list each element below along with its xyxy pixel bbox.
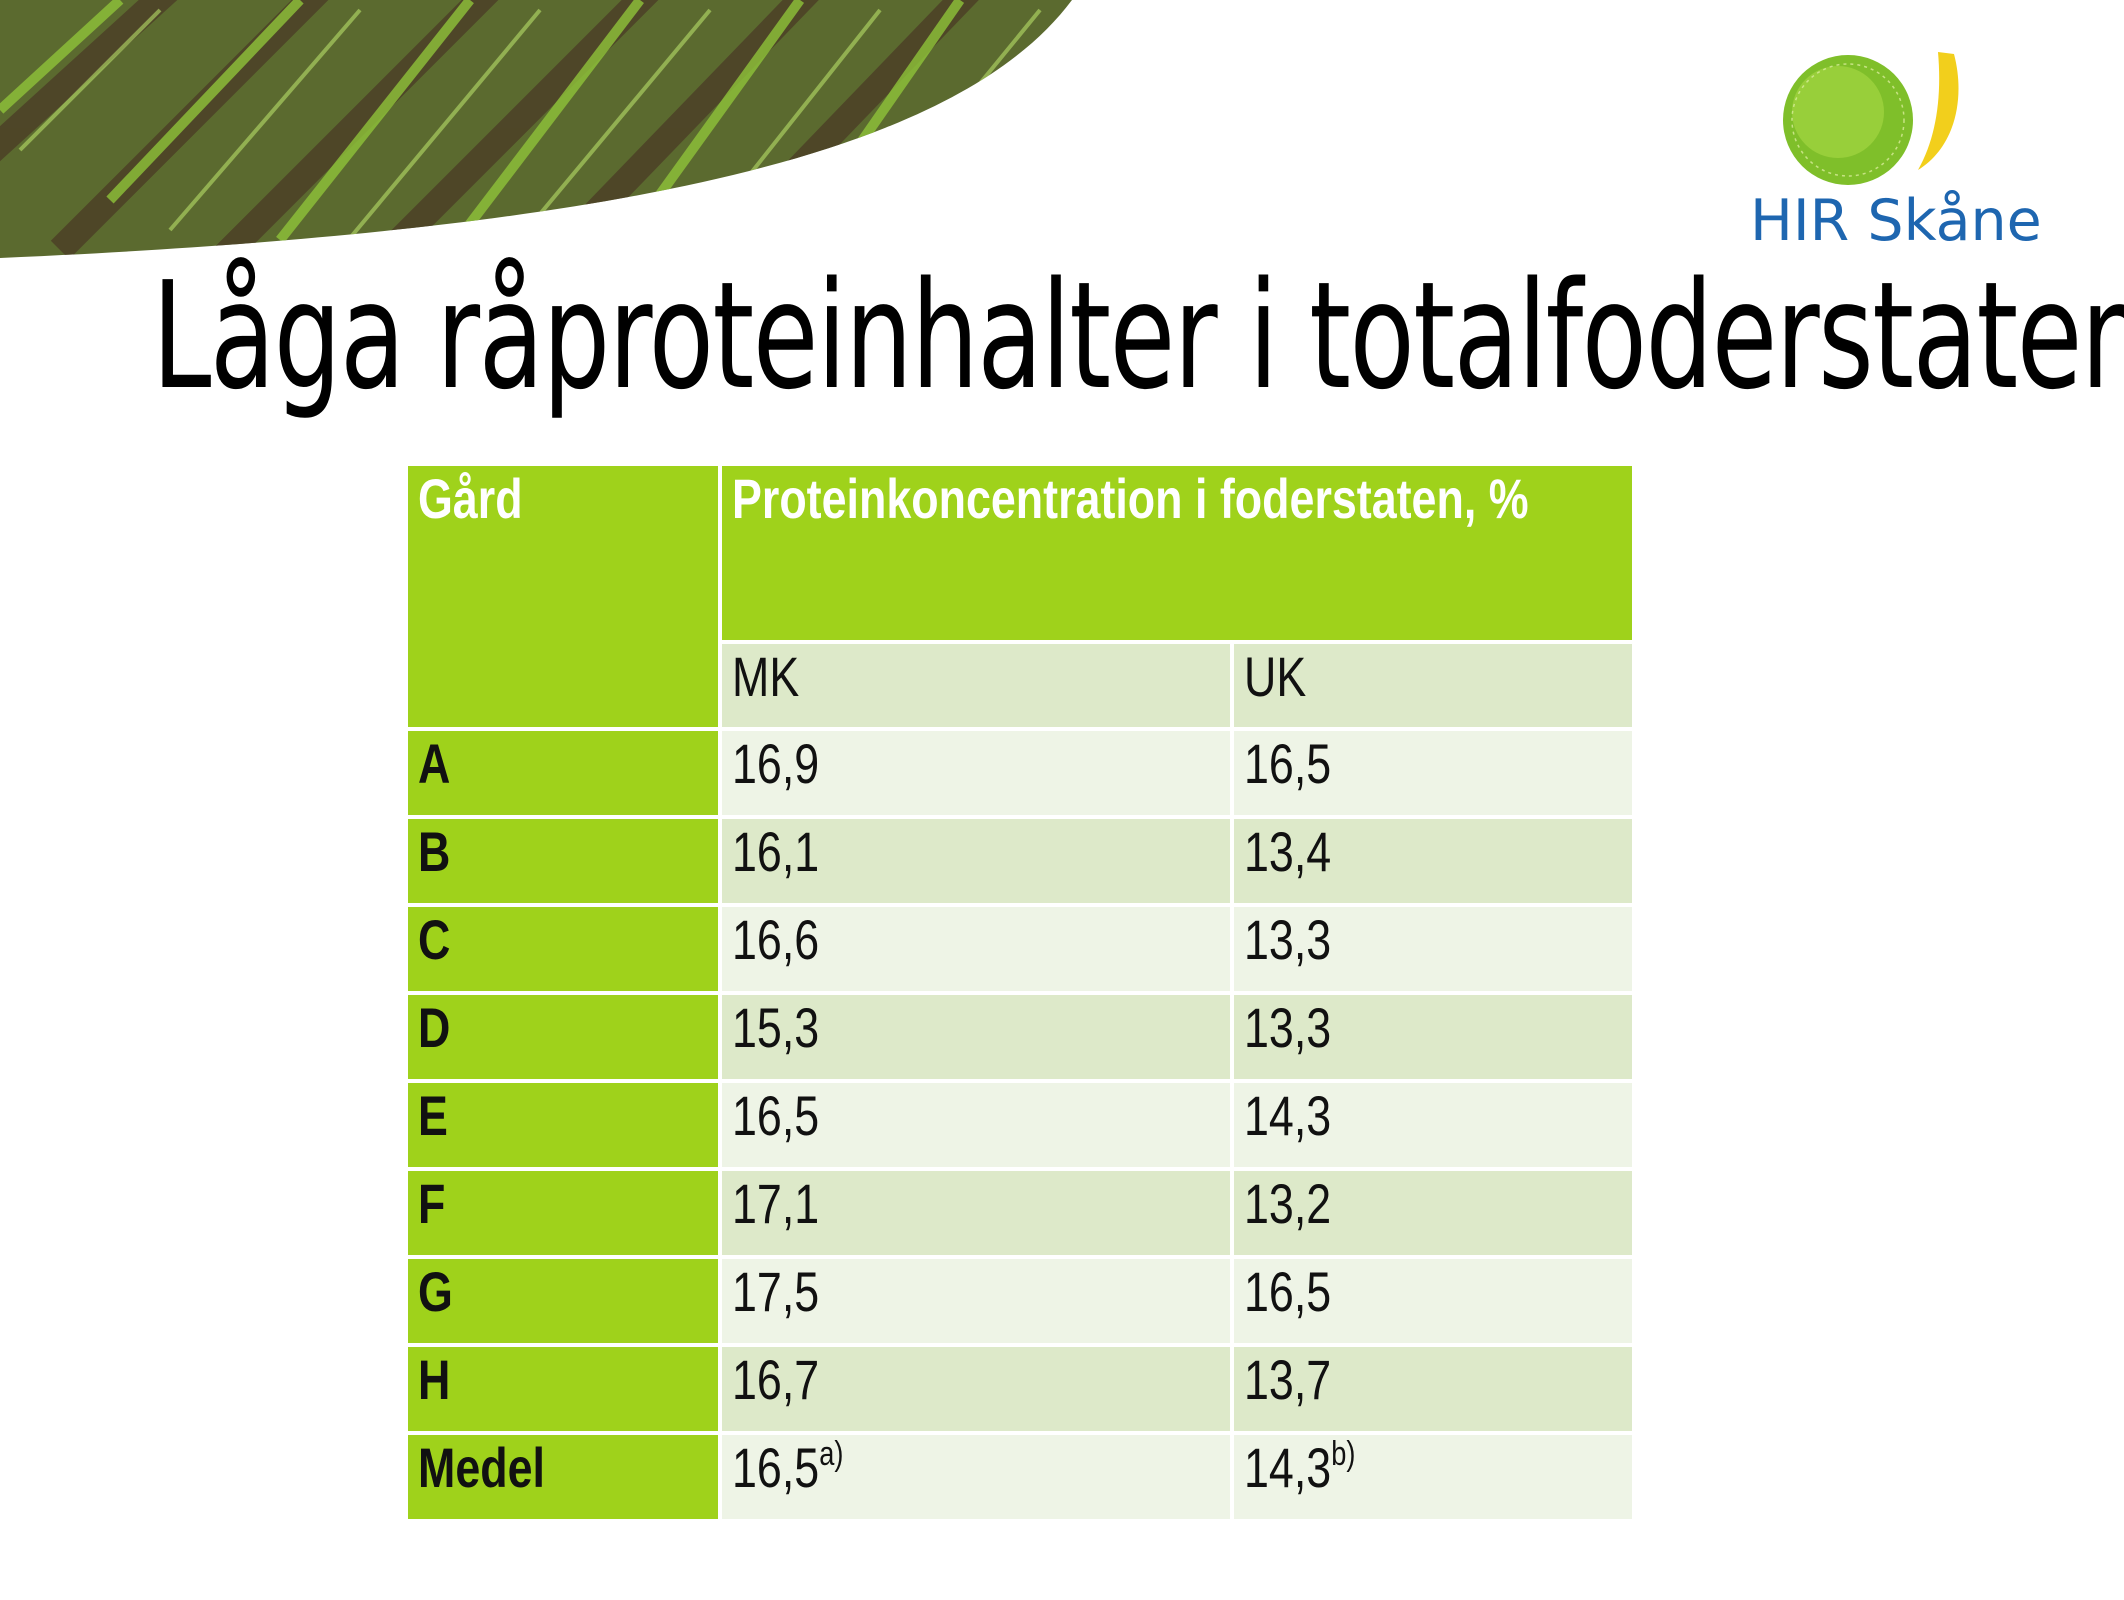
table-row: H 16,7 13,7 [404,1343,1637,1435]
field-photo [0,0,1072,258]
mk-value: 17,5 [718,1255,1234,1347]
header-protein: Proteinkoncentration i foderstaten, % [717,462,1637,644]
row-label: C [404,903,722,995]
mk-value: 16,1 [718,815,1234,907]
header-mk: MK [718,640,1234,731]
mean-label: Medel [404,1431,722,1523]
uk-value: 13,3 [1229,991,1637,1083]
row-label: D [404,991,722,1083]
row-label: G [404,1255,722,1347]
uk-value: 16,5 [1229,727,1637,819]
mk-value: 16,7 [718,1343,1234,1435]
uk-value: 13,3 [1229,903,1637,995]
mk-value: 17,1 [718,1167,1234,1259]
mk-value: 15,3 [718,991,1234,1083]
row-label: F [404,1167,722,1259]
slide-title: Låga råproteinhalter i totalfoderstaten [152,250,2124,422]
mk-value: 16,6 [718,903,1234,995]
hir-skane-logo-icon [1783,52,1959,185]
uk-mean-value: 14,3b) [1229,1431,1637,1523]
table-row: E 16,5 14,3 [404,1079,1637,1171]
table-row: A 16,9 16,5 [404,727,1637,819]
header-gard: Gård [404,462,722,731]
table-row: F 17,1 13,2 [404,1167,1637,1259]
row-label: B [404,815,722,907]
row-label: H [404,1343,722,1435]
mk-mean-number: 16,5 [732,1436,820,1499]
table-row: B 16,1 13,4 [404,815,1637,907]
row-label: E [404,1079,722,1171]
mk-value: 16,9 [718,727,1234,819]
header-uk: UK [1229,640,1637,731]
mk-value: 16,5 [718,1079,1234,1171]
uk-value: 16,5 [1229,1255,1637,1347]
uk-value: 13,7 [1229,1343,1637,1435]
table-row-mean: Medel 16,5a) 14,3b) [404,1431,1637,1523]
row-label: A [404,727,722,819]
brand-name: HIR Skåne [1750,188,2042,254]
table-row: D 15,3 13,3 [404,991,1637,1083]
uk-mean-number: 14,3 [1244,1436,1332,1499]
mk-mean-footnote: a) [819,1435,844,1473]
uk-value: 13,2 [1229,1167,1637,1259]
mk-mean-value: 16,5a) [718,1431,1234,1523]
uk-value: 14,3 [1229,1079,1637,1171]
uk-mean-footnote: b) [1331,1435,1356,1473]
uk-value: 13,4 [1229,815,1637,907]
protein-table: Gård Proteinkoncentration i foderstaten,… [404,462,1637,1523]
table-row: C 16,6 13,3 [404,903,1637,995]
table-row: G 17,5 16,5 [404,1255,1637,1347]
